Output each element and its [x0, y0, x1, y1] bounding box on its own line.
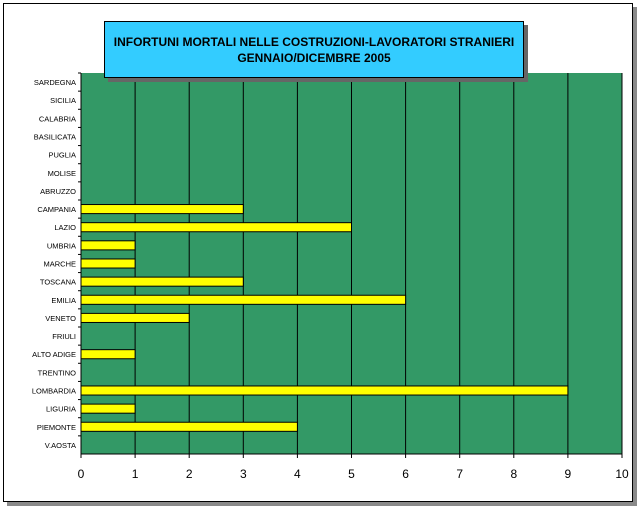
bar-campania — [80, 204, 244, 215]
category-label: LOMBARDIA — [32, 387, 76, 396]
x-tick-label: 10 — [615, 467, 629, 481]
bar-lazio — [80, 222, 352, 233]
x-tick-label: 0 — [78, 467, 85, 481]
category-label: MARCHE — [43, 260, 76, 269]
x-tick-label: 4 — [294, 467, 301, 481]
category-label: CAMPANIA — [37, 205, 76, 214]
bar-umbria — [80, 240, 136, 251]
category-label: PUGLIA — [48, 151, 76, 160]
x-tick-label: 2 — [186, 467, 193, 481]
x-tick-label: 6 — [402, 467, 409, 481]
category-label: EMILIA — [51, 296, 76, 305]
category-labels: SARDEGNA SICILIA CALABRIA BASILICATA PUGLIA M… — [32, 72, 81, 450]
x-tick-label: 5 — [348, 467, 355, 481]
x-tick-label: 1 — [132, 467, 139, 481]
category-label: LIGURIA — [46, 405, 76, 414]
bar-lombardia — [80, 385, 569, 396]
bar-toscana — [80, 276, 244, 287]
category-label: PIEMONTE — [37, 423, 76, 432]
category-label: ALTO ADIGE — [32, 350, 76, 359]
x-tick-label: 9 — [565, 467, 572, 481]
category-label: ABRUZZO — [40, 187, 76, 196]
category-label: TOSCANA — [40, 278, 76, 287]
category-label: VENETO — [45, 314, 76, 323]
category-label: V.AOSTA — [45, 441, 76, 450]
bar-piemonte — [80, 421, 298, 432]
x-tick-label: 8 — [510, 467, 517, 481]
category-label: FRIULI — [52, 332, 76, 341]
category-label: UMBRIA — [47, 241, 76, 250]
category-label: CALABRIA — [39, 114, 76, 123]
bar-liguria — [80, 403, 136, 414]
category-label: LAZIO — [54, 223, 76, 232]
x-tick-label: 3 — [240, 467, 247, 481]
bar-veneto — [80, 312, 190, 323]
category-label: SARDEGNA — [34, 78, 76, 87]
category-label: SICILIA — [50, 96, 76, 105]
chart-title: INFORTUNI MORTALI NELLE COSTRUZIONI-LAVO… — [104, 21, 524, 78]
bar-alto-adige — [80, 349, 136, 360]
category-label: BASILICATA — [34, 133, 76, 142]
chart-title-line-2: GENNAIO/DICEMBRE 2005 — [237, 50, 391, 65]
category-label: MOLISE — [48, 169, 76, 178]
category-label: TRENTINO — [38, 368, 76, 377]
x-tick-labels: 0 1 2 3 4 5 6 7 8 9 10 — [78, 454, 629, 481]
x-tick-label: 7 — [456, 467, 463, 481]
bar-emilia — [80, 294, 407, 305]
chart-title-line-1: INFORTUNI MORTALI NELLE COSTRUZIONI-LAVO… — [113, 34, 515, 49]
bar-marche — [80, 258, 136, 269]
